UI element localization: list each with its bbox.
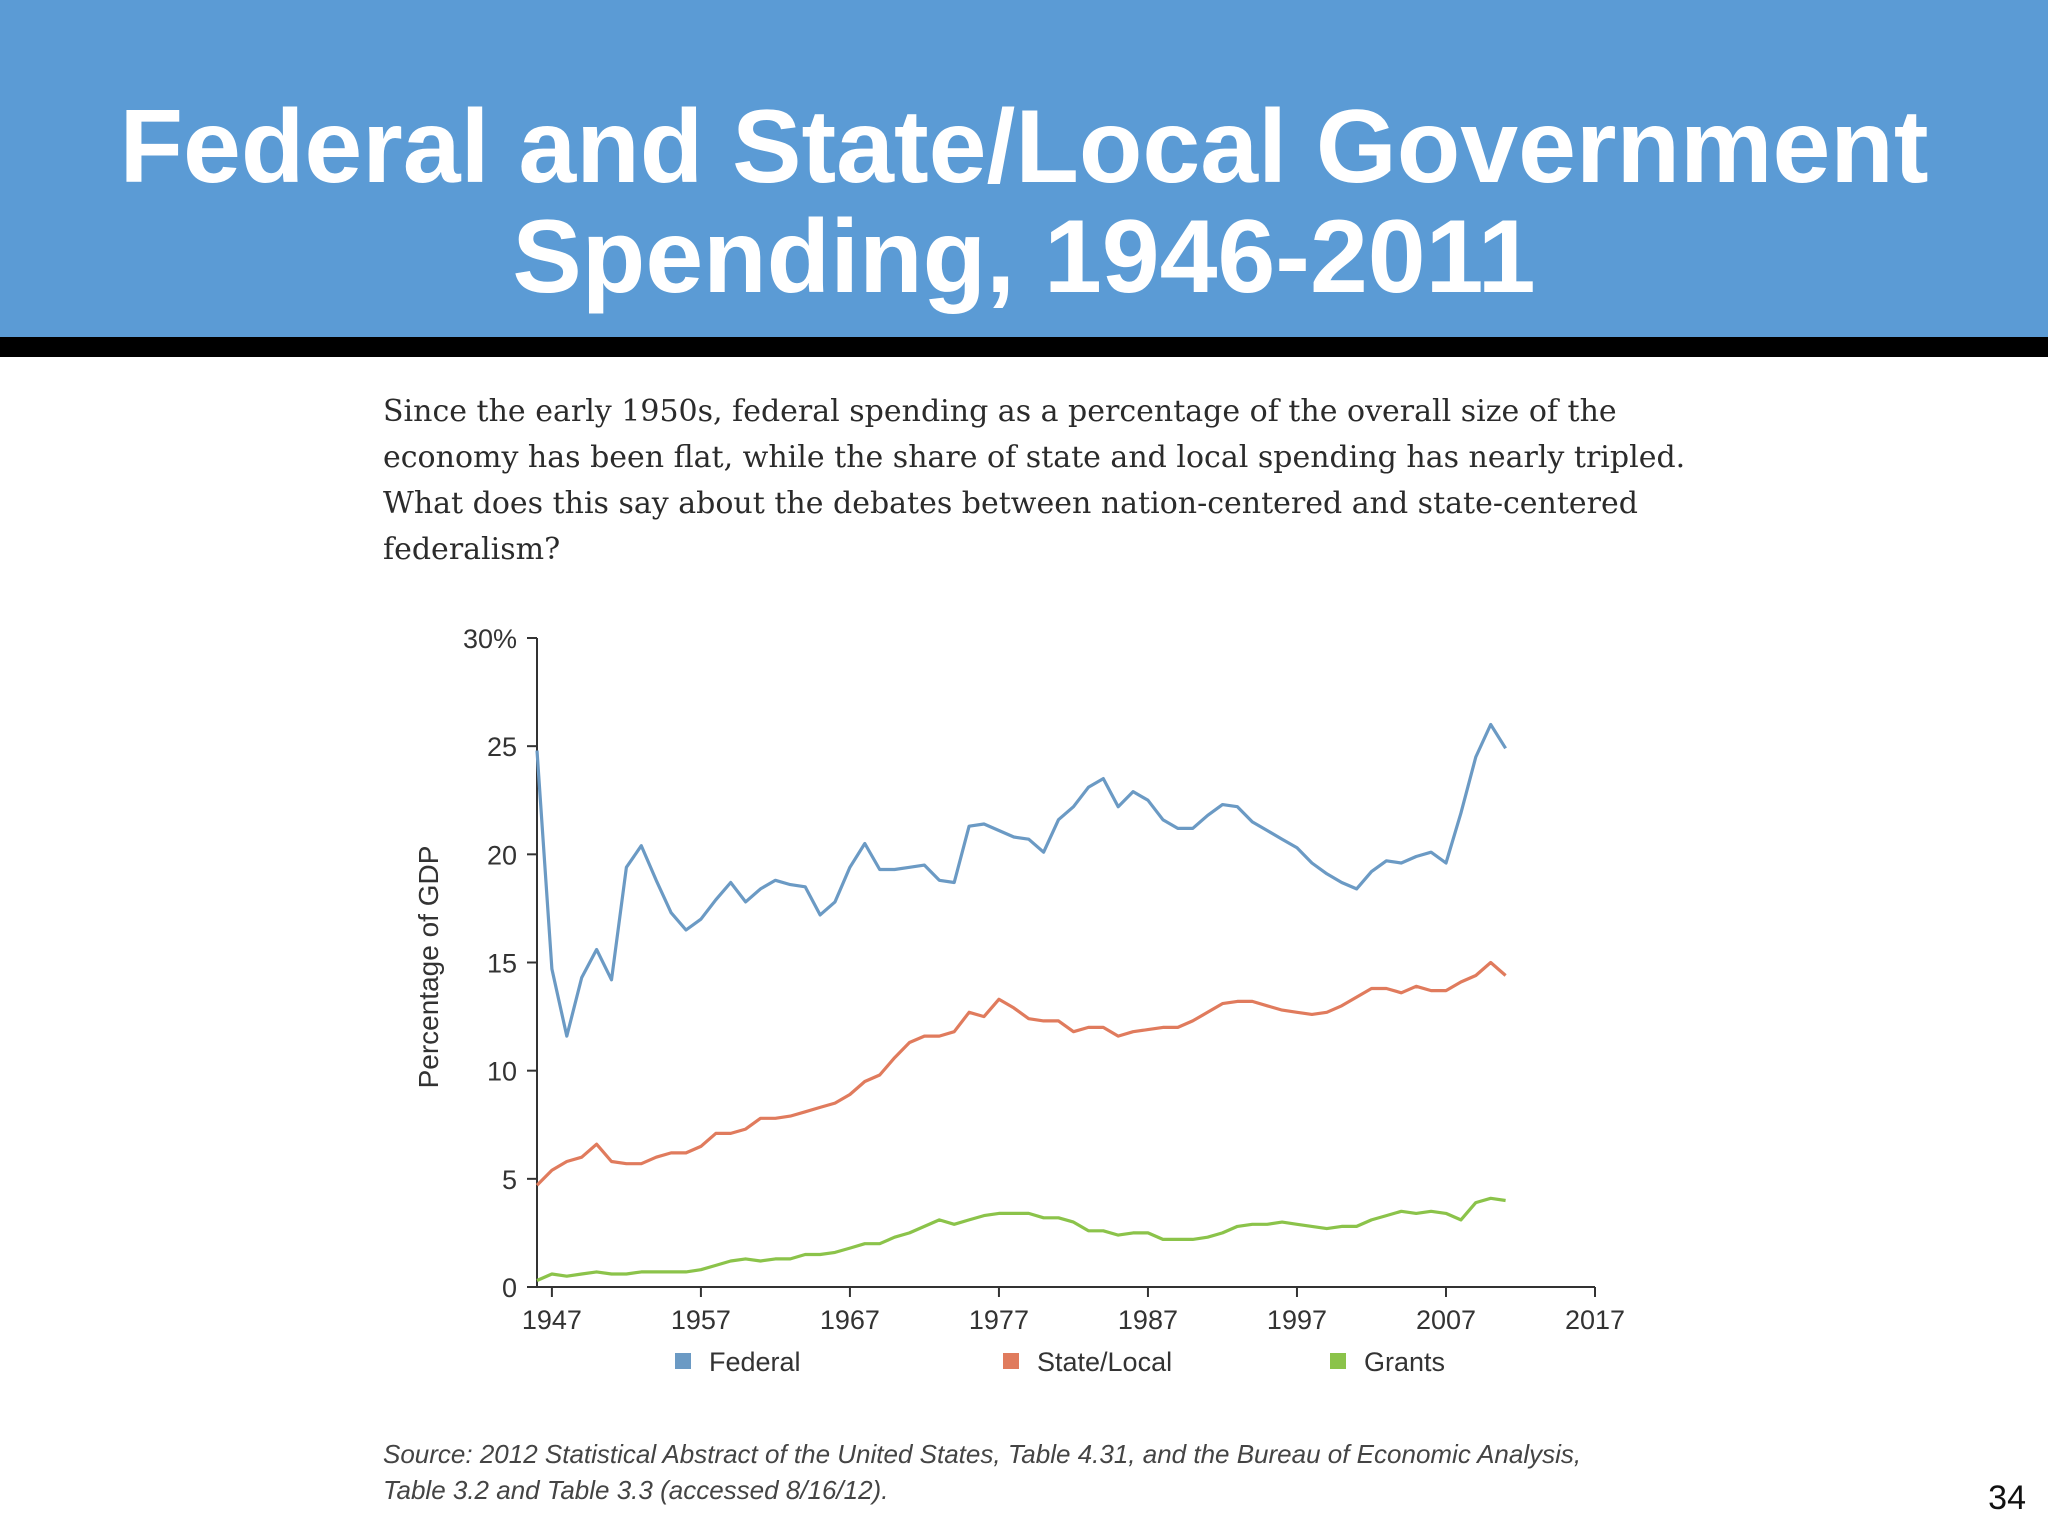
figure-caption: Since the early 1950s, federal spending … xyxy=(383,389,1693,573)
legend-swatch-state-local xyxy=(1003,1353,1019,1369)
x-tick-label: 1957 xyxy=(671,1305,731,1335)
x-tick-label: 2007 xyxy=(1416,1305,1476,1335)
caption-line-4: federalism? xyxy=(383,532,561,567)
title-banner xyxy=(0,0,2048,337)
source-line-2: Table 3.2 and Table 3.3 (accessed 8/16/1… xyxy=(383,1475,889,1505)
title-divider xyxy=(0,337,2048,357)
x-tick-label: 1947 xyxy=(522,1305,582,1335)
legend-swatch-federal xyxy=(675,1353,691,1369)
legend-label-grants: Grants xyxy=(1364,1347,1445,1377)
slide-title-line-2: Spending, 1946-2011 xyxy=(512,199,1536,315)
x-tick-label: 2017 xyxy=(1565,1305,1625,1335)
source-line-1: Source: 2012 Statistical Abstract of the… xyxy=(383,1439,1582,1469)
y-tick-label: 0 xyxy=(502,1273,517,1303)
y-tick-label: 10 xyxy=(487,1057,517,1087)
slide-title: Federal and State/Local Government Spend… xyxy=(0,92,2048,312)
federal-series-line xyxy=(535,722,1507,1038)
legend-label-state-local: State/Local xyxy=(1037,1347,1172,1377)
y-tick-label: 30% xyxy=(463,624,517,654)
y-tick-label: 5 xyxy=(502,1165,517,1195)
y-tick-label: 15 xyxy=(487,949,517,979)
grants-series-line xyxy=(536,1196,1506,1282)
y-tick-label: 25 xyxy=(487,732,517,762)
page-number: 34 xyxy=(1988,1479,2026,1517)
x-tick-label: 1987 xyxy=(1118,1305,1178,1335)
caption-line-1: Since the early 1950s, federal spending … xyxy=(383,394,1617,429)
caption-line-3: What does this say about the debates bet… xyxy=(383,486,1638,521)
legend-label-federal: Federal xyxy=(709,1347,801,1377)
slide-title-line-1: Federal and State/Local Government xyxy=(119,89,1929,205)
legend-swatch-grants xyxy=(1330,1353,1346,1369)
x-tick-label: 1967 xyxy=(820,1305,880,1335)
spending-line-chart: 0 5 10 15 20 25 30% 1947 1957 1967 1977 1987 1997 200… xyxy=(413,624,1625,1377)
source-note: Source: 2012 Statistical Abstract of the… xyxy=(383,1436,1703,1508)
y-tick-label: 20 xyxy=(487,840,517,870)
state-local-series-line xyxy=(535,960,1507,1187)
caption-line-2: economy has been flat, while the share o… xyxy=(383,440,1686,475)
x-tick-label: 1977 xyxy=(969,1305,1029,1335)
x-tick-label: 1997 xyxy=(1267,1305,1327,1335)
y-axis-label: Percentage of GDP xyxy=(413,846,444,1089)
